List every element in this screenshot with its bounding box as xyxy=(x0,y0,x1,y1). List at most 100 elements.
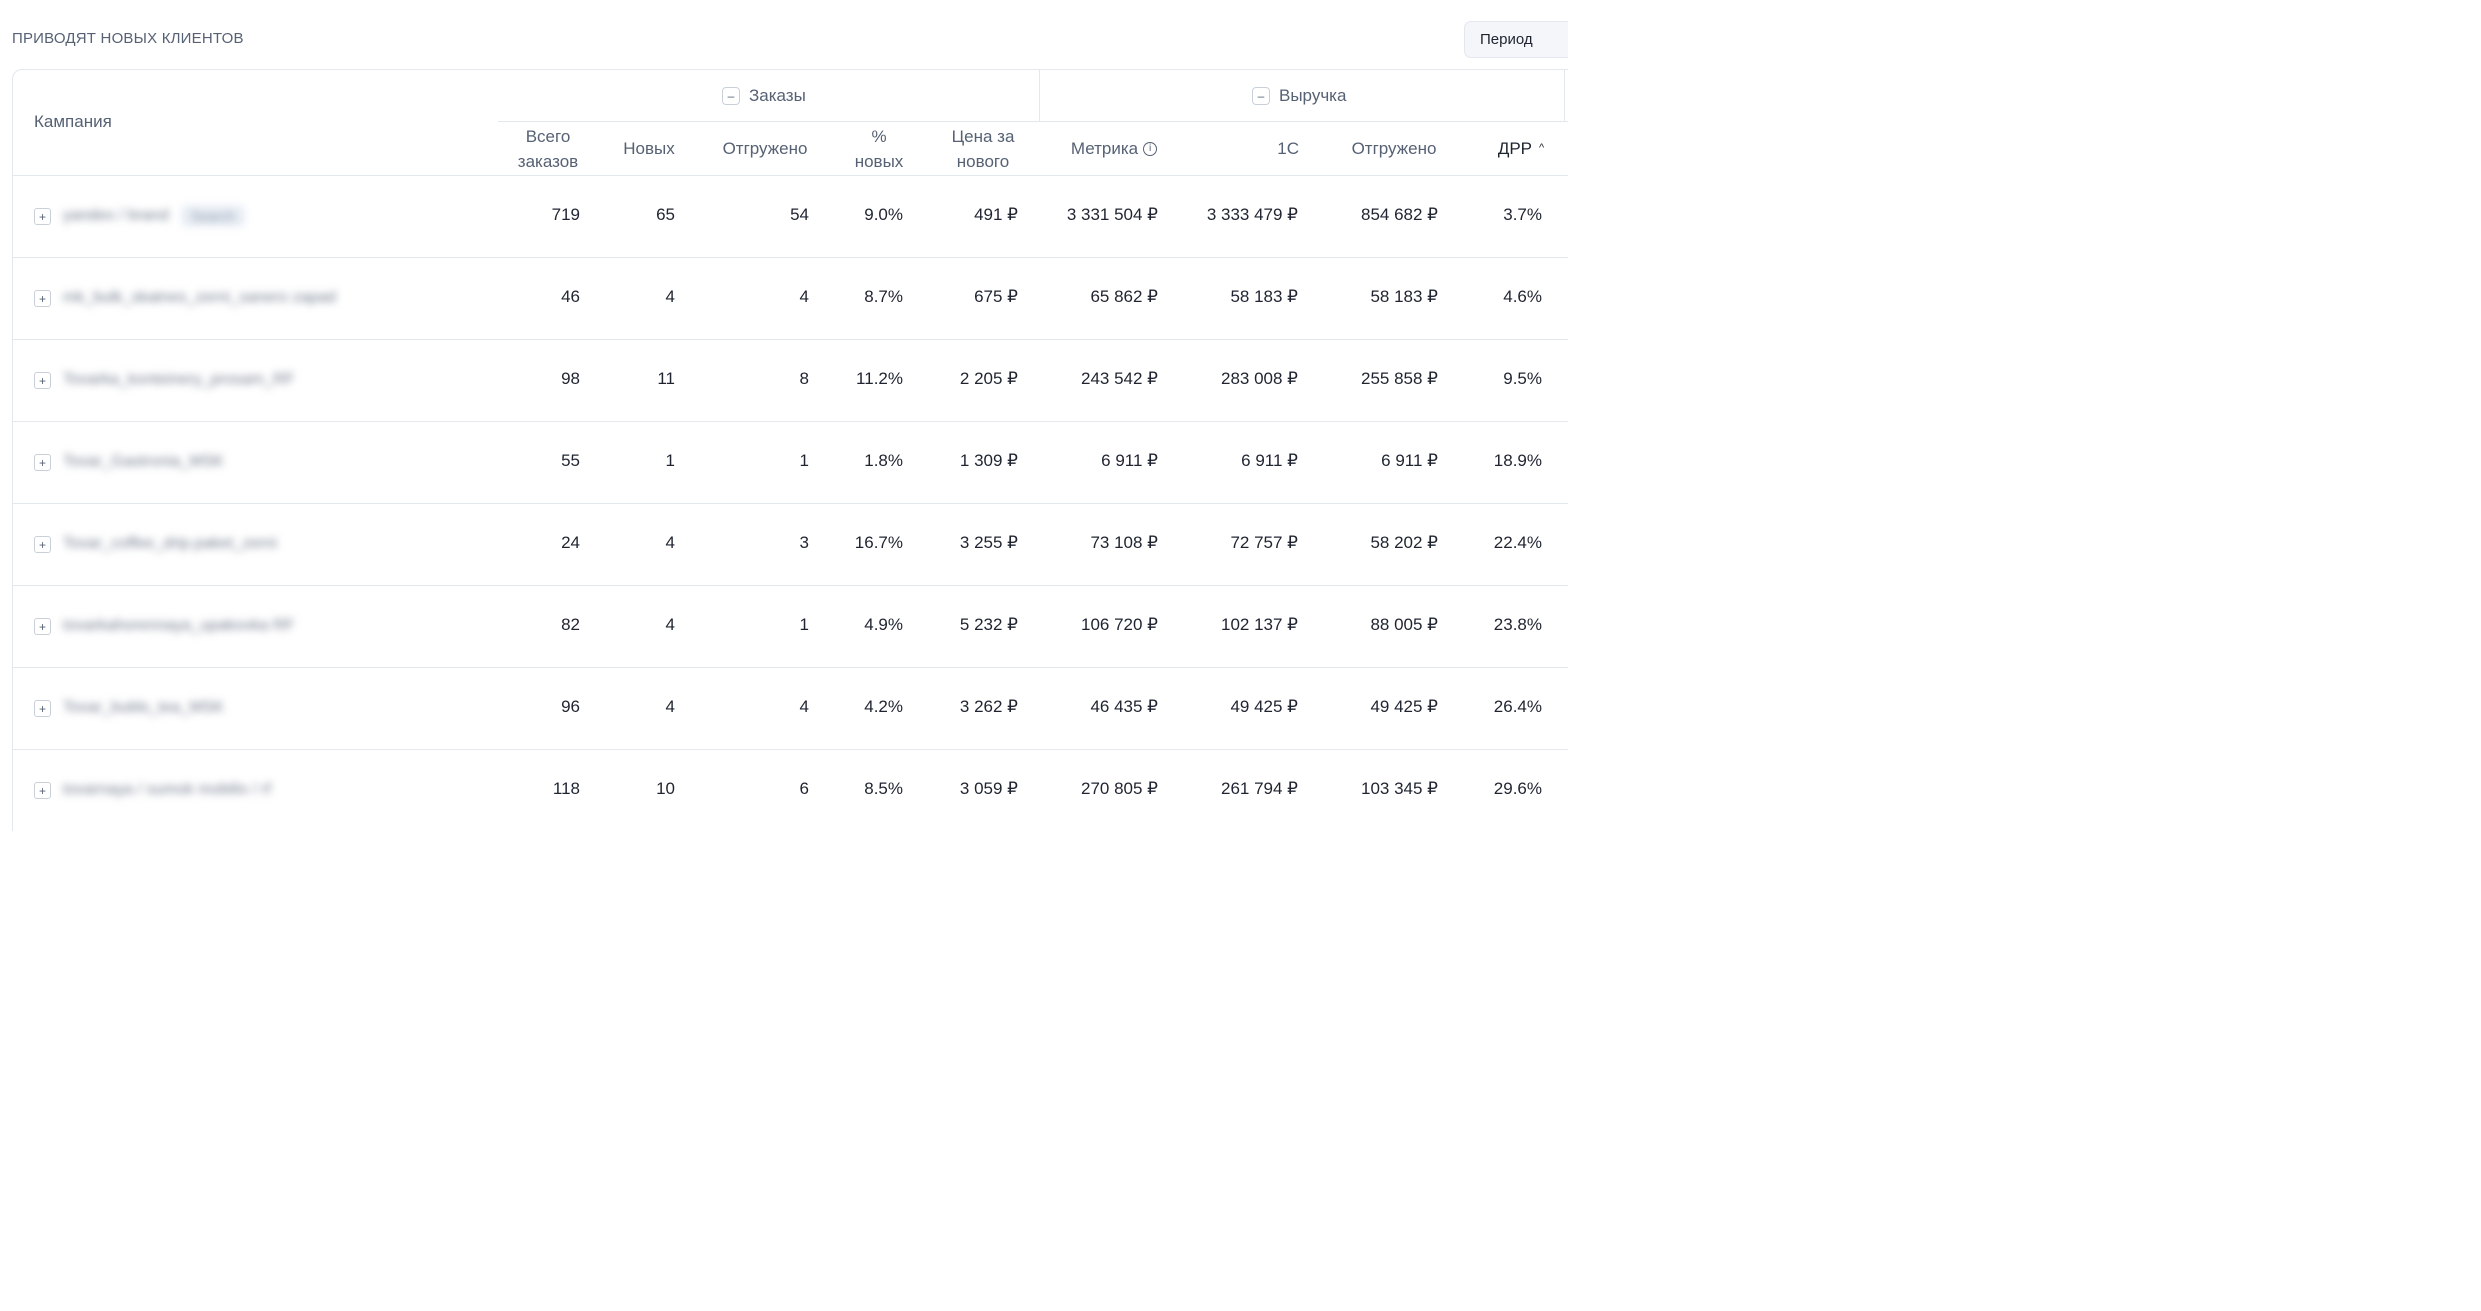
table-row[interactable]: + Tovar_Gastronia_MSK 55 1 1 1.8% 1 309 ₽ 6 911… xyxy=(13,422,1568,504)
table-header: Кампания – Заказы – Выручка Всего заказо… xyxy=(13,70,1568,176)
cell-metrika: 270 805 ₽ xyxy=(1081,779,1158,798)
cell-metrika: 65 862 ₽ xyxy=(1090,287,1158,306)
table-row[interactable]: + Tovarka_konteinery_prosam_RF 98 11 8 11.2% 2… xyxy=(13,340,1568,422)
expand-row-icon[interactable]: + xyxy=(34,782,51,799)
campaign-name-text: Tovarka_konteinery_prosam_RF xyxy=(63,371,295,388)
column-header-new[interactable]: Новых xyxy=(609,122,689,175)
cell-drr: 4.6% xyxy=(1503,287,1542,306)
column-header-price-new[interactable]: Цена за нового xyxy=(933,122,1033,175)
cell-shipped-rev: 103 345 ₽ xyxy=(1361,779,1438,798)
cell-onec: 261 794 ₽ xyxy=(1221,779,1298,798)
column-header-campaign[interactable]: Кампания xyxy=(34,112,112,131)
cell-price-new: 5 232 ₽ xyxy=(959,615,1018,634)
cell-pct-new: 16.7% xyxy=(854,533,903,552)
cell-onec: 283 008 ₽ xyxy=(1221,369,1298,388)
cell-price-new: 3 255 ₽ xyxy=(959,533,1018,552)
cell-drr: 23.8% xyxy=(1493,615,1542,634)
column-header-label: Новых xyxy=(623,139,675,158)
period-button[interactable]: Период xyxy=(1464,21,1568,58)
column-header-shipped[interactable]: Отгружено xyxy=(709,122,821,175)
campaign-name: tovarnaya / sumok mobilix / rf xyxy=(63,777,271,803)
campaign-name: Tovarka_konteinery_prosam_RF xyxy=(63,367,294,393)
column-header-total-orders[interactable]: Всего заказов xyxy=(503,122,593,175)
expand-row-icon[interactable]: + xyxy=(34,700,51,717)
column-header-label: ДРР xyxy=(1497,139,1533,158)
column-header-pct-new[interactable]: % новых xyxy=(841,122,917,175)
cell-metrika: 6 911 ₽ xyxy=(1101,451,1158,470)
table-row[interactable]: + mk_bulk_skatnes_zerni_sanero zapad 46 4 4 8… xyxy=(13,258,1568,340)
cell-metrika: 106 720 ₽ xyxy=(1081,615,1158,634)
cell-price-new: 491 ₽ xyxy=(974,205,1018,224)
cell-onec: 58 183 ₽ xyxy=(1230,287,1298,306)
cell-shipped: 1 xyxy=(799,615,809,634)
column-header-1c[interactable]: 1С xyxy=(1193,122,1299,175)
campaign-name: Tovar_Gastronia_MSK xyxy=(63,449,224,475)
campaign-name-text: Tovar_coffee_drip.paket_zerni xyxy=(63,535,278,552)
cell-pct-new: 9.0% xyxy=(864,205,903,224)
expand-row-icon[interactable]: + xyxy=(34,618,51,635)
cell-new: 1 xyxy=(665,451,675,470)
cell-drr: 26.4% xyxy=(1493,697,1542,716)
campaign-name: tovarkahorennaya_upakovka RF xyxy=(63,613,294,639)
column-header-metrika[interactable]: Метрика i xyxy=(1053,122,1175,175)
campaign-name-text: mk_bulk_skatnes_zerni_sanero zapad xyxy=(63,289,337,306)
cell-total: 55 xyxy=(561,451,580,470)
column-header-label: Отгружено xyxy=(722,139,808,158)
table-row[interactable]: + tovarkahorennaya_upakovka RF 82 4 1 4.9% 5 2… xyxy=(13,586,1568,668)
expand-row-icon[interactable]: + xyxy=(34,536,51,553)
cell-onec: 49 425 ₽ xyxy=(1230,697,1298,716)
cell-pct-new: 8.5% xyxy=(864,779,903,798)
cell-total: 118 xyxy=(552,779,580,798)
cell-shipped-rev: 58 183 ₽ xyxy=(1370,287,1438,306)
campaign-name: Tovar_bubls_tea_MSK xyxy=(63,695,224,721)
column-header-shipped-revenue[interactable]: Отгружено xyxy=(1335,122,1453,175)
divider xyxy=(1564,70,1565,121)
cell-pct-new: 4.9% xyxy=(864,615,903,634)
cell-new: 4 xyxy=(665,615,675,634)
column-header-drr[interactable]: ДРР ^ xyxy=(1479,122,1563,175)
cell-new: 4 xyxy=(665,533,675,552)
cell-price-new: 675 ₽ xyxy=(974,287,1018,306)
cell-shipped-rev: 58 202 ₽ xyxy=(1370,533,1438,552)
table-body: + yandex / brand Search 719 6 5 5 4 9.0% 491 ₽ 3 3… xyxy=(13,176,1568,831)
cell-price-new: 3 262 ₽ xyxy=(959,697,1018,716)
collapse-orders-icon[interactable]: – xyxy=(722,87,740,105)
divider xyxy=(498,121,1568,122)
expand-row-icon[interactable]: + xyxy=(34,454,51,471)
expand-row-icon[interactable]: + xyxy=(34,208,51,225)
group-header-orders: – Заказы xyxy=(722,85,806,107)
column-header-label: Цена за нового xyxy=(951,126,1015,171)
cell-total: 82 xyxy=(561,615,580,634)
divider xyxy=(13,175,1568,176)
cell-shipped-rev: 88 005 ₽ xyxy=(1370,615,1438,634)
campaign-name: mk_bulk_skatnes_zerni_sanero zapad xyxy=(63,285,336,311)
column-header-label: 1С xyxy=(1277,139,1299,158)
cell-shipped: 3 xyxy=(799,533,809,552)
cell-total: 719 xyxy=(551,205,580,224)
cell-shipped: 8 xyxy=(799,369,809,388)
table-row[interactable]: + yandex / brand Search 719 65 54 9.0% 491 ₽ 3 3… xyxy=(13,176,1568,258)
campaign-name: yandex / brand Search xyxy=(63,203,246,229)
cell-metrika: 3 331 504 ₽ xyxy=(1066,205,1158,224)
table-row[interactable]: + Tovar_coffee_drip.paket_zerni 24 4 3 16.7% 3… xyxy=(13,504,1568,586)
group-header-orders-label: Заказы xyxy=(749,86,806,105)
cell-pct-new: 4.2% xyxy=(864,697,903,716)
cell-shipped: 4 xyxy=(799,697,809,716)
cell-onec: 6 911 ₽ xyxy=(1241,451,1298,470)
cell-total: 24 xyxy=(561,533,580,552)
campaign-name: Tovar_coffee_drip.paket_zerni xyxy=(63,531,277,557)
table-row[interactable]: + tovarnaya / sumok mobilix / rf 118 10 6 8.5… xyxy=(13,750,1568,831)
divider xyxy=(1039,70,1040,121)
sort-ascending-icon: ^ xyxy=(1539,142,1545,154)
info-icon[interactable]: i xyxy=(1143,141,1158,156)
campaign-table: Кампания – Заказы – Выручка Всего заказо… xyxy=(12,69,1568,831)
group-header-revenue: – Выручка xyxy=(1252,85,1346,107)
cell-total: 46 xyxy=(561,287,580,306)
table-row[interactable]: + Tovar_bubls_tea_MSK 96 4 4 4.2% 3 262 ₽ 46 43… xyxy=(13,668,1568,750)
collapse-revenue-icon[interactable]: – xyxy=(1252,87,1270,105)
cell-shipped: 6 xyxy=(799,779,809,798)
campaign-name-text: yandex / brand xyxy=(63,207,169,224)
expand-row-icon[interactable]: + xyxy=(34,372,51,389)
group-header-revenue-label: Выручка xyxy=(1279,86,1347,105)
expand-row-icon[interactable]: + xyxy=(34,290,51,307)
